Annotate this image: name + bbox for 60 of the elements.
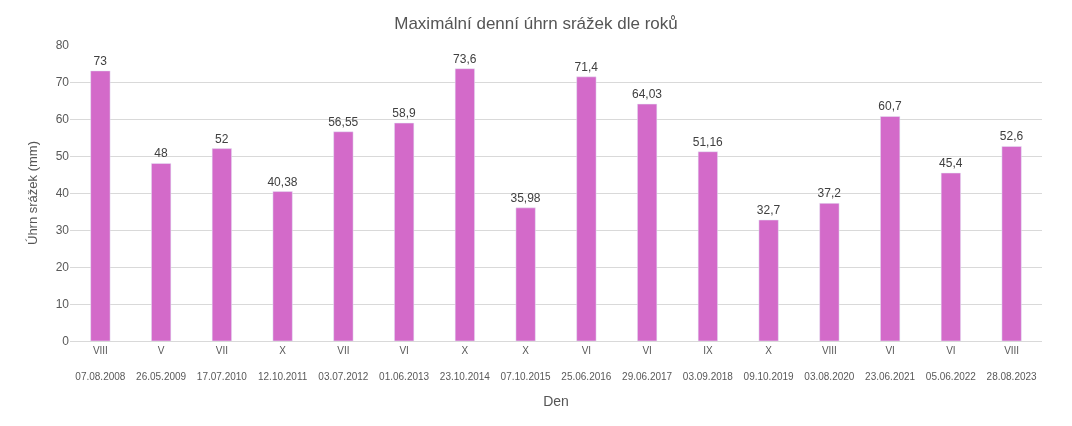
y-tick-label: 40 bbox=[55, 186, 70, 201]
bar bbox=[637, 103, 658, 341]
category-label: VI 05.06.2022 bbox=[925, 345, 976, 382]
category-label: VI 29.06.2017 bbox=[622, 345, 673, 382]
bar bbox=[940, 172, 961, 341]
category-label: VI 25.06.2016 bbox=[561, 345, 612, 382]
bar bbox=[272, 191, 293, 341]
data-label: 56,55 bbox=[328, 114, 359, 129]
bar bbox=[697, 151, 718, 341]
bar bbox=[576, 76, 597, 341]
y-tick-label: 50 bbox=[55, 149, 70, 164]
y-tick-label: 60 bbox=[55, 112, 70, 127]
chart-title: Maximální denní úhrn srážek dle roků bbox=[394, 13, 678, 33]
category-label: VI 01.06.2013 bbox=[379, 345, 430, 382]
data-label: 71,4 bbox=[574, 59, 599, 74]
data-label: 58,9 bbox=[392, 106, 416, 121]
bar bbox=[151, 163, 172, 341]
y-tick-label: 10 bbox=[55, 297, 70, 312]
y-tick-label: 20 bbox=[55, 260, 70, 275]
category-label: V 26.05.2009 bbox=[136, 345, 187, 382]
bar bbox=[90, 70, 111, 341]
data-label: 51,16 bbox=[692, 134, 724, 149]
y-axis-title: Úhrn srážek (mm) bbox=[24, 140, 40, 246]
data-label: 35,98 bbox=[510, 190, 541, 205]
bar bbox=[758, 219, 779, 341]
category-label: VI 23.06.2021 bbox=[865, 345, 916, 382]
data-label: 37,2 bbox=[817, 186, 842, 201]
data-label: 48 bbox=[154, 146, 168, 161]
y-tick-label: 70 bbox=[55, 75, 70, 90]
bar bbox=[211, 148, 232, 341]
x-axis-title: Den bbox=[543, 393, 569, 410]
bar bbox=[515, 207, 536, 341]
category-label: VII 17.07.2010 bbox=[196, 345, 247, 382]
data-label: 60,7 bbox=[878, 99, 902, 114]
y-tick-label: 80 bbox=[55, 38, 70, 53]
category-label: VIII 07.08.2008 bbox=[75, 345, 126, 382]
data-label: 45,4 bbox=[939, 156, 963, 171]
bar bbox=[819, 203, 840, 341]
category-label: X 07.10.2015 bbox=[500, 345, 551, 382]
data-label: 73 bbox=[93, 53, 108, 68]
bar bbox=[1001, 146, 1022, 341]
bar bbox=[394, 122, 415, 341]
data-label: 40,38 bbox=[267, 174, 298, 189]
data-label: 73,6 bbox=[453, 51, 477, 66]
category-label: IX 03.09.2018 bbox=[682, 345, 733, 382]
category-label: X 12.10.2011 bbox=[257, 345, 308, 382]
category-label: VIII 03.08.2020 bbox=[804, 345, 855, 382]
bar bbox=[454, 68, 475, 341]
bar bbox=[880, 116, 901, 341]
category-label: VII 03.07.2012 bbox=[318, 345, 369, 382]
y-tick-label: 0 bbox=[62, 334, 70, 349]
data-label: 52,6 bbox=[999, 129, 1024, 144]
category-label: X 23.10.2014 bbox=[439, 345, 490, 382]
y-tick-label: 30 bbox=[55, 223, 70, 238]
data-label: 52 bbox=[215, 131, 229, 146]
category-label: VIII 28.08.2023 bbox=[986, 345, 1037, 382]
data-label: 64,03 bbox=[631, 87, 663, 102]
bar bbox=[333, 131, 354, 341]
category-label: X 09.10.2019 bbox=[743, 345, 794, 382]
data-label: 32,7 bbox=[756, 203, 781, 218]
